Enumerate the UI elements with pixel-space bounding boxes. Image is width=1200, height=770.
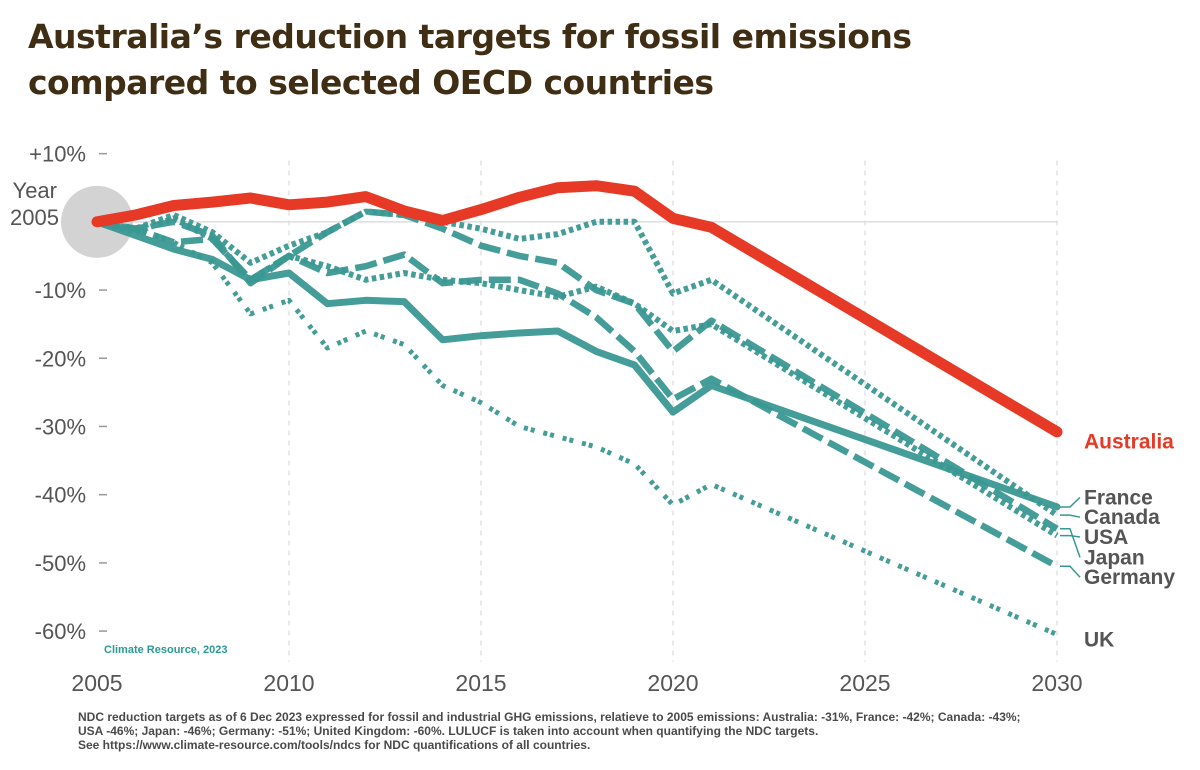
x-tick-label: 2025 (839, 670, 890, 696)
grid (97, 160, 1058, 662)
y-tick-label: -10% (35, 278, 86, 303)
emissions-line-chart: +10% -10% -20% -30% -40% -50% -60% 2005 2010 2015… (10, 142, 1175, 696)
series-label-germany: Germany (1084, 566, 1175, 589)
leader-line-japan (1060, 528, 1081, 558)
series-line-australia (91, 180, 1063, 438)
leader-line-france (1060, 496, 1081, 508)
series-lines (91, 180, 1063, 637)
series-line-germany (96, 218, 1059, 570)
footnote: NDC reduction targets as of 6 Dec 2023 e… (78, 710, 1178, 752)
x-tick-label: 2015 (455, 670, 506, 696)
series-label-uk: UK (1084, 628, 1114, 651)
axes: +10% -10% -20% -30% -40% -50% -60% 2005 2010 2015… (29, 142, 1082, 696)
leader-line-usa (1060, 534, 1081, 538)
series-line-japan (96, 208, 1059, 532)
chart-title: Australia’s reduction targets for fossil… (28, 14, 1178, 106)
leader-line-canada (1060, 514, 1081, 518)
series-line-uk (96, 219, 1058, 637)
series-label-canada: Canada (1084, 506, 1160, 529)
series-line-canada (96, 208, 1059, 518)
baseline-label-line-1: Year (13, 178, 57, 203)
footnote-line-1: NDC reduction targets as of 6 Dec 2023 e… (78, 710, 1021, 724)
series-label-france: France (1084, 486, 1153, 509)
y-tick-label: -30% (35, 414, 86, 439)
y-tick-label: -20% (35, 346, 86, 371)
footnote-line-3: See https://www.climate-resource.com/too… (78, 738, 591, 752)
series-line-usa (96, 215, 1059, 539)
leader-line-germany (1060, 565, 1081, 578)
series-label-usa: USA (1084, 526, 1128, 549)
y-tick-label: +10% (29, 142, 86, 167)
source-credit: Climate Resource, 2023 (104, 644, 228, 656)
x-tick-label: 2010 (263, 670, 314, 696)
y-tick-label: -40% (35, 483, 86, 508)
chart-title-line-1: Australia’s reduction targets for fossil… (28, 17, 912, 56)
footnote-line-2: USA -46%; Japan: -46%; Germany: -51%; Un… (78, 724, 819, 738)
series-label-japan: Japan (1084, 546, 1145, 569)
y-tick-label: -60% (35, 619, 86, 644)
series-label-australia: Australia (1084, 430, 1174, 453)
y-tick-label: -50% (35, 551, 86, 576)
series-line-france (93, 218, 1061, 511)
x-tick-label: 2005 (71, 670, 122, 696)
baseline-label-line-2: 2005 (10, 205, 59, 230)
chart-title-line-2: compared to selected OECD countries (28, 63, 714, 102)
x-tick-label: 2030 (1031, 670, 1082, 696)
x-tick-label: 2020 (647, 670, 698, 696)
